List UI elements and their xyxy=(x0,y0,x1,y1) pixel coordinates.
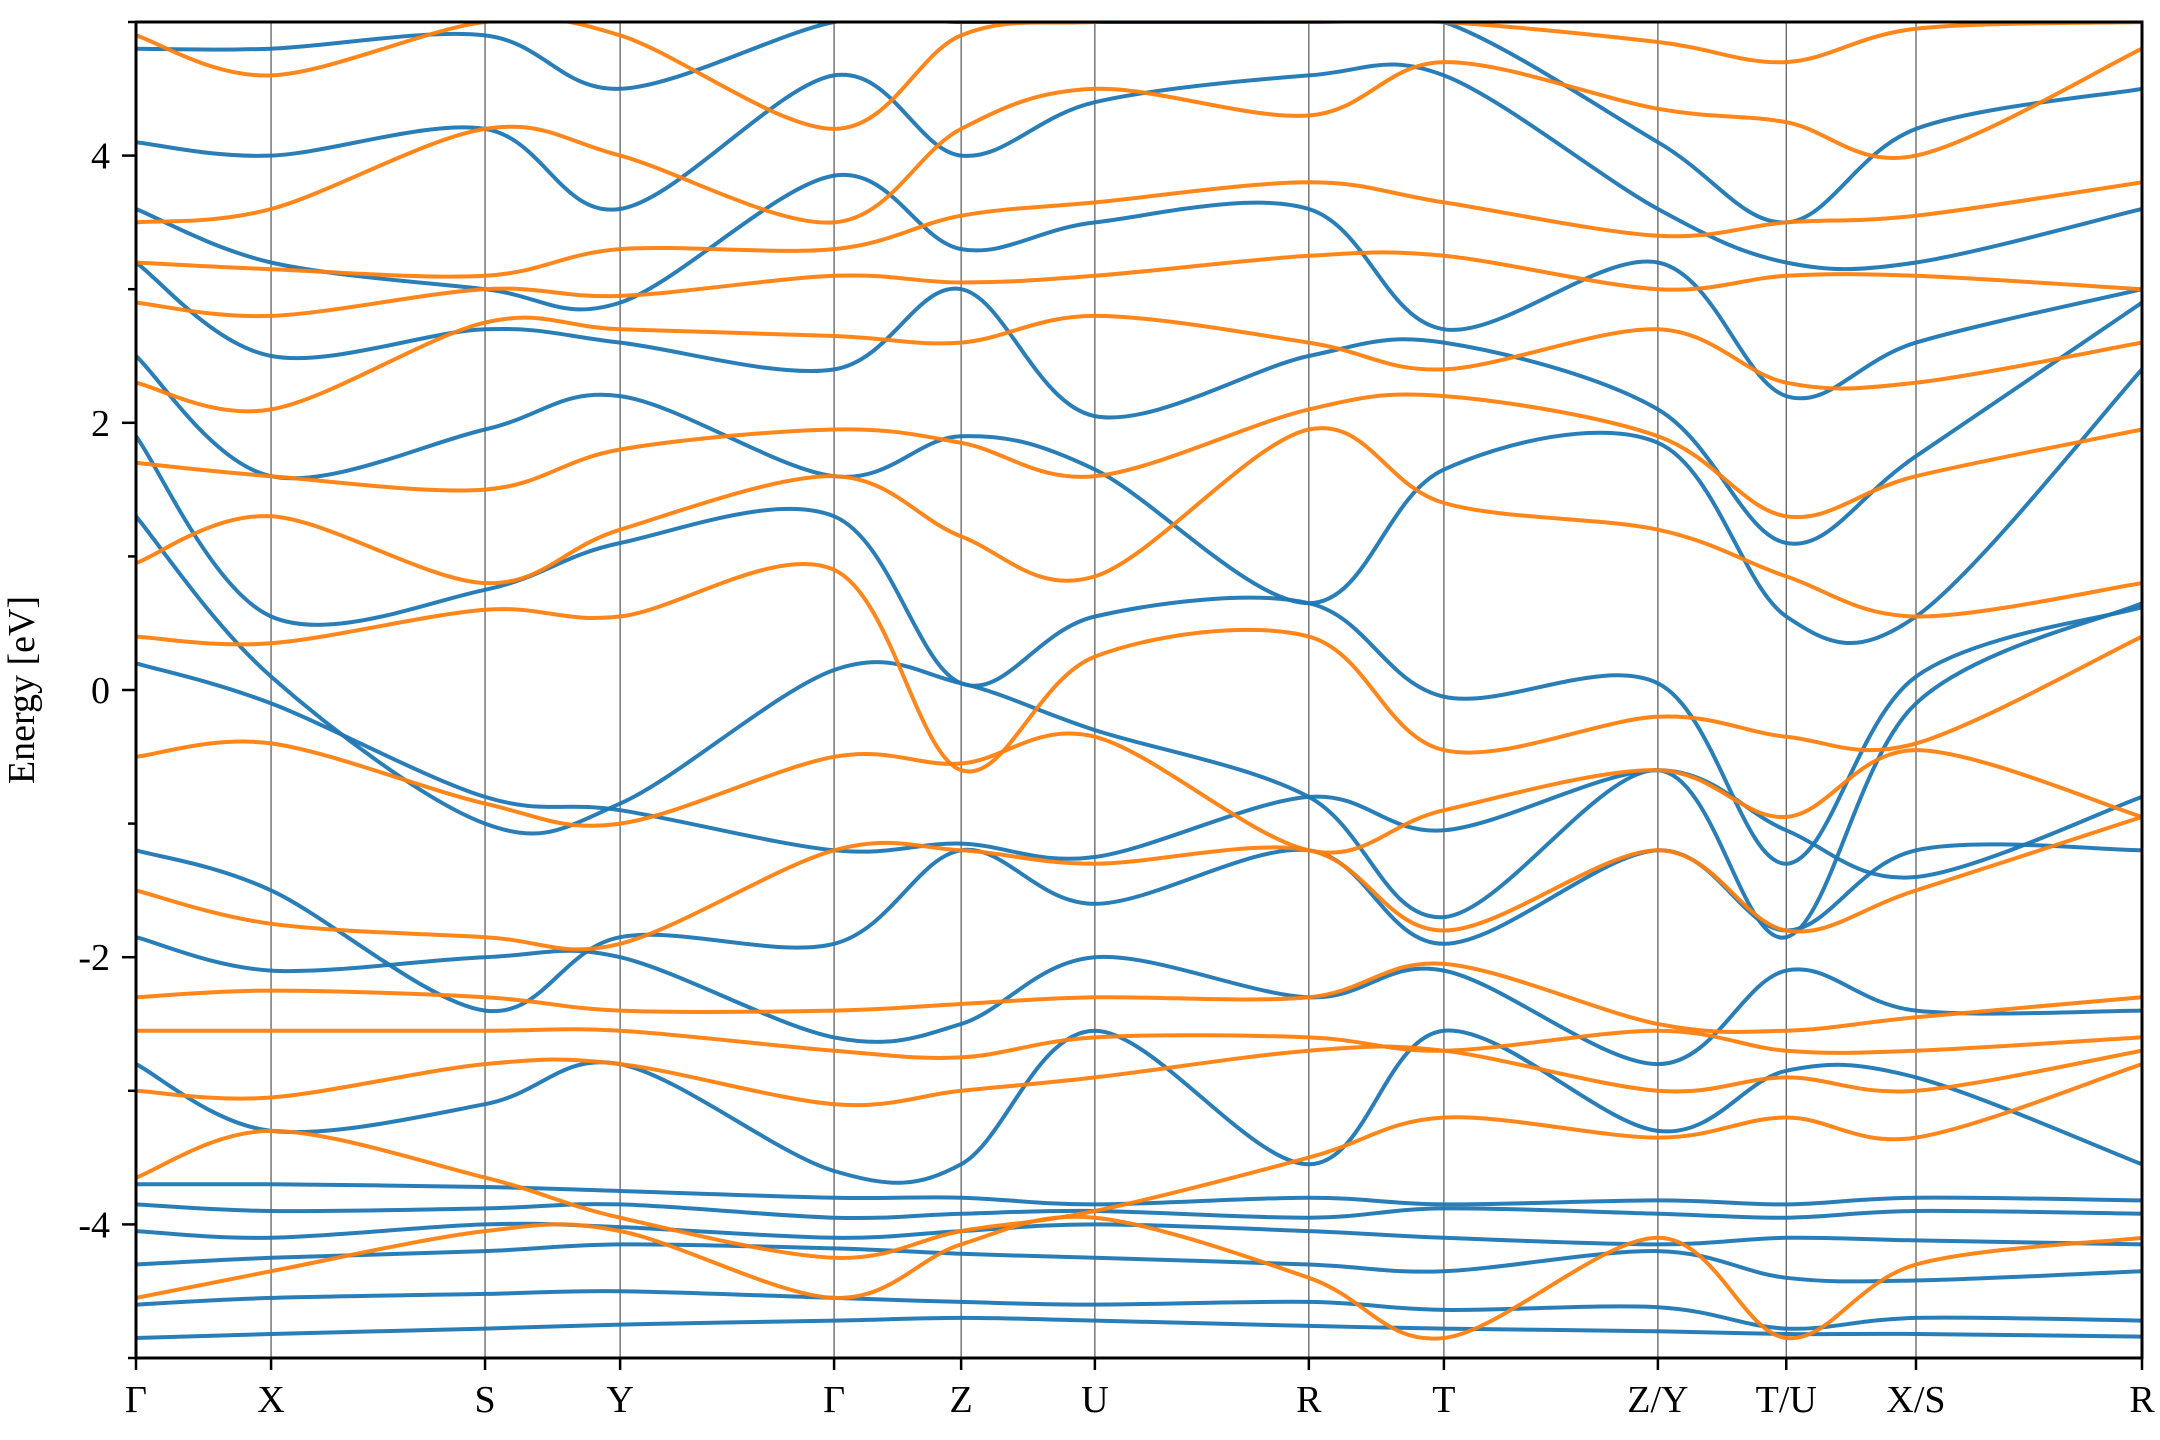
band-series-layer xyxy=(136,22,2142,1341)
x-tick-label: Z/Y xyxy=(1627,1379,1688,1421)
x-tick-label: Z xyxy=(950,1379,973,1421)
y-tick-label: 2 xyxy=(91,403,110,445)
band-line-0-8 xyxy=(136,842,2142,1014)
y-axis: -4 -2 0 2 4 xyxy=(78,20,136,1360)
y-tick-label: 4 xyxy=(91,136,110,178)
band-line-0-16 xyxy=(136,22,2142,225)
band-line-0-9 xyxy=(136,661,2142,880)
band-line-1-1 xyxy=(136,1062,2142,1260)
band-line-1-8 xyxy=(136,426,2142,619)
x-tick-label: X/S xyxy=(1886,1379,1945,1421)
band-line-0-4 xyxy=(136,1202,2142,1221)
band-line-0-1 xyxy=(136,1289,2142,1331)
band-line-1-12 xyxy=(136,180,2142,279)
band-line-1-3 xyxy=(136,1027,2142,1060)
y-tick-label: 0 xyxy=(91,670,110,712)
band-line-1-13 xyxy=(136,46,2142,225)
y-axis-title: Energy [eV] xyxy=(1,596,43,784)
band-line-0-10 xyxy=(136,514,2142,940)
x-axis: Γ X S Y Γ Z U R T Z/Y T/U X/S R xyxy=(125,1358,2155,1421)
band-series-1 xyxy=(136,22,2142,1341)
band-line-0-14 xyxy=(136,172,2142,401)
band-line-1-4 xyxy=(136,961,2142,1035)
band-line-1-10 xyxy=(136,313,2142,414)
band-line-0-0 xyxy=(136,1315,2142,1340)
k-point-separator-lines xyxy=(270,22,1917,1358)
y-tick-label: -2 xyxy=(78,937,110,979)
band-line-1-9 xyxy=(136,392,2142,520)
x-tick-label: Y xyxy=(606,1379,633,1421)
band-line-0-11 xyxy=(136,434,2142,866)
band-series-0 xyxy=(136,22,2142,1340)
band-line-0-12 xyxy=(136,354,2142,646)
band-line-1-2 xyxy=(136,1044,2142,1108)
x-tick-label: R xyxy=(2129,1379,2155,1421)
band-line-0-7 xyxy=(136,935,2142,1067)
band-line-1-5 xyxy=(136,814,2142,952)
band-line-1-0 xyxy=(136,1214,2142,1341)
x-tick-label: T xyxy=(1432,1379,1455,1421)
band-line-1-6 xyxy=(136,731,2142,855)
band-line-0-15 xyxy=(136,62,2142,272)
band-line-1-11 xyxy=(136,250,2142,319)
x-tick-label: Γ xyxy=(125,1379,147,1421)
x-tick-label: S xyxy=(474,1379,495,1421)
band-line-1-7 xyxy=(136,562,2142,774)
x-tick-label: Γ xyxy=(823,1379,845,1421)
x-tick-label: T/U xyxy=(1756,1379,1817,1421)
y-tick-label: -4 xyxy=(78,1204,110,1246)
x-tick-label: X xyxy=(257,1379,284,1421)
band-line-0-13 xyxy=(136,260,2142,546)
x-tick-label: R xyxy=(1296,1379,1322,1421)
x-tick-label: U xyxy=(1081,1379,1108,1421)
band-line-0-3 xyxy=(136,1221,2142,1247)
band-line-0-2 xyxy=(136,1242,2142,1284)
plot-frame xyxy=(134,20,2144,1360)
band-line-0-5 xyxy=(136,1182,2142,1207)
